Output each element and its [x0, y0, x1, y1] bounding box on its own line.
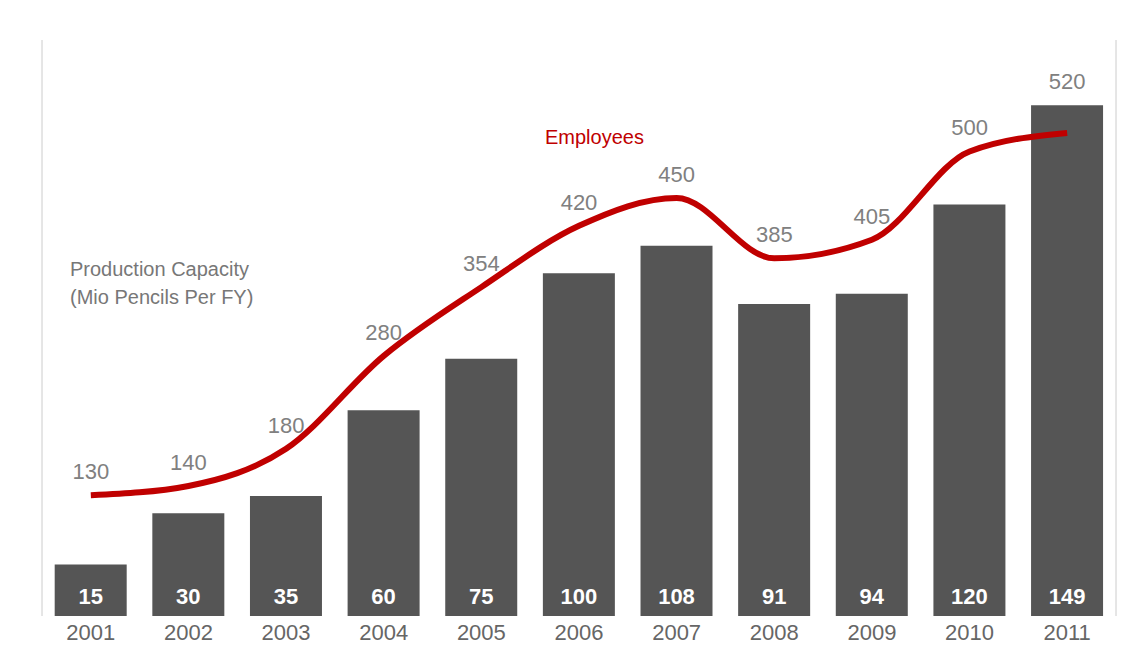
html-text:Employees: Employees	[545, 126, 644, 148]
svg-text:2010: 2010	[945, 620, 994, 645]
svg-text:2009: 2009	[847, 620, 896, 645]
svg-text:2007: 2007	[652, 620, 701, 645]
svg-text:280: 280	[365, 320, 402, 345]
svg-text:2003: 2003	[262, 620, 311, 645]
svg-text:108: 108	[658, 584, 695, 609]
svg-text:2008: 2008	[750, 620, 799, 645]
svg-text:130: 130	[72, 459, 109, 484]
svg-text:385: 385	[756, 222, 793, 247]
svg-text:94: 94	[860, 584, 885, 609]
svg-text:405: 405	[854, 204, 891, 229]
svg-text:2011: 2011	[1044, 620, 1091, 645]
svg-text:450: 450	[658, 162, 695, 187]
svg-text:100: 100	[561, 584, 598, 609]
svg-text:15: 15	[78, 584, 102, 609]
svg-text:420: 420	[561, 190, 598, 215]
svg-text:2004: 2004	[359, 620, 408, 645]
svg-text:2002: 2002	[164, 620, 213, 645]
svg-text:2001: 2001	[66, 620, 115, 645]
svg-text:2006: 2006	[555, 620, 604, 645]
svg-text:500: 500	[951, 115, 988, 140]
svg-text:520: 520	[1049, 69, 1086, 94]
svg-text:180: 180	[268, 413, 305, 438]
svg-text:120: 120	[951, 584, 988, 609]
svg-text:35: 35	[274, 584, 298, 609]
svg-text:2005: 2005	[457, 620, 506, 645]
svg-text:75: 75	[469, 584, 493, 609]
svg-text:140: 140	[170, 450, 207, 475]
svg-text:149: 149	[1049, 584, 1086, 609]
svg-text:30: 30	[176, 584, 200, 609]
svg-text:354: 354	[463, 251, 500, 276]
html-text:Production Capacity (Mio Penci: Production Capacity (Mio Pencils Per FY)	[70, 258, 254, 308]
svg-text:91: 91	[762, 584, 786, 609]
svg-text:60: 60	[371, 584, 395, 609]
